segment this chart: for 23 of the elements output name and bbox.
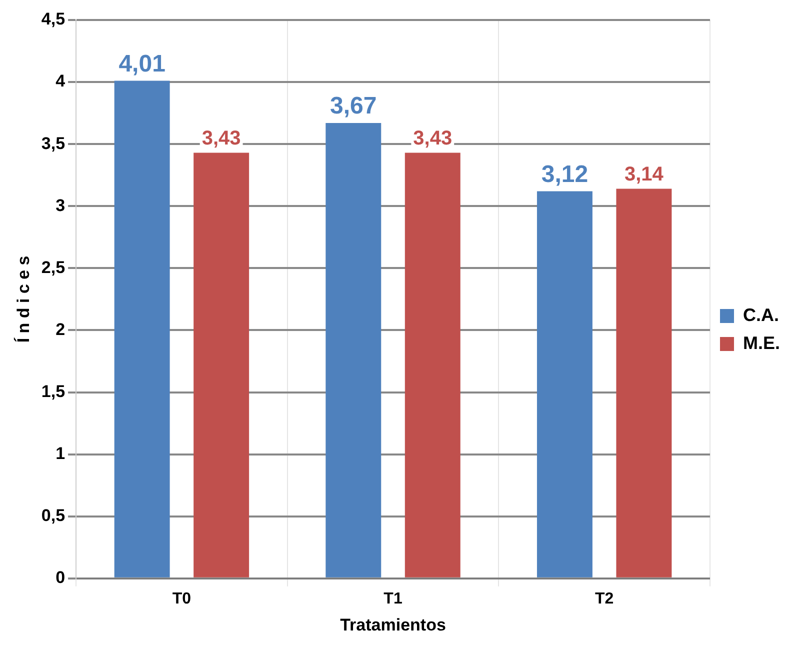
legend-label: C.A. bbox=[743, 304, 779, 325]
y-axis-title: Í n d i c e s bbox=[12, 256, 33, 343]
y-tick-label: 1 bbox=[56, 444, 66, 463]
data-label: 3,14 bbox=[624, 163, 664, 186]
y-tick-label: 0 bbox=[56, 568, 66, 588]
x-axis-title: Tratamientos bbox=[340, 615, 446, 634]
data-label: 3,12 bbox=[541, 160, 588, 188]
data-label: 3,67 bbox=[330, 92, 377, 120]
data-label: 4,01 bbox=[118, 50, 166, 78]
y-tick-label: 1,5 bbox=[41, 382, 66, 401]
y-tick-label: 2 bbox=[56, 320, 66, 339]
y-tick-label: 4,5 bbox=[41, 10, 66, 29]
x-tick-label: T1 bbox=[384, 590, 402, 608]
y-tick-label: 3 bbox=[56, 196, 66, 215]
x-tick-label: T2 bbox=[595, 590, 614, 608]
y-tick-label: 3,5 bbox=[41, 134, 66, 153]
y-tick-label: 2,5 bbox=[41, 258, 66, 277]
y-tick-label: 0,5 bbox=[41, 506, 66, 526]
x-tick-label: T0 bbox=[172, 590, 192, 608]
data-label: 3,43 bbox=[202, 127, 241, 150]
legend-label: M.E. bbox=[743, 332, 780, 353]
y-tick-label: 4 bbox=[56, 72, 66, 91]
data-label: 3,43 bbox=[413, 127, 452, 150]
